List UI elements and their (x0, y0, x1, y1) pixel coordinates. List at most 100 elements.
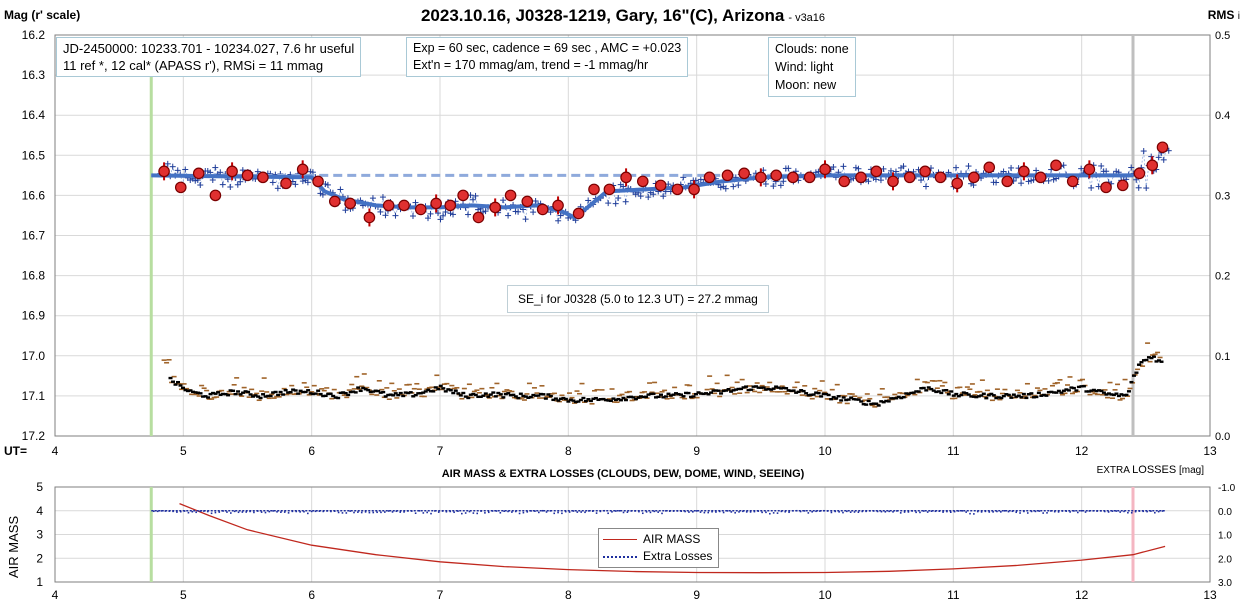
info-box-observation-line1: JD-2450000: 10233.701 - 10234.027, 7.6 h… (63, 41, 355, 56)
raw-point (392, 212, 399, 219)
right-axis-title-main: RMS (1207, 8, 1235, 22)
extra-losses-point (707, 511, 710, 514)
raw-point (472, 192, 479, 199)
raw-point (234, 181, 241, 188)
binned-point (620, 168, 632, 187)
extra-losses-point (853, 511, 856, 513)
extra-losses-point (441, 510, 444, 512)
raw-point (762, 180, 769, 187)
binned-point (703, 171, 716, 184)
x-tick-label: 7 (437, 444, 444, 458)
extra-losses-point (765, 511, 767, 514)
extra-losses-point (657, 511, 659, 513)
binned-point (457, 189, 469, 202)
extra-losses-point (518, 512, 521, 515)
extra-losses-point (345, 512, 348, 514)
extra-losses-point (1111, 510, 1114, 512)
extra-losses-point (676, 510, 679, 512)
extra-losses-point (276, 510, 278, 513)
info-box-conditions: Clouds: none Wind: light Moon: new (768, 37, 856, 97)
raw-point (877, 177, 884, 184)
extra-losses-point (299, 511, 301, 513)
binned-marker (1116, 179, 1129, 192)
extra-losses-point (206, 510, 209, 513)
extra-losses-point (703, 511, 706, 514)
raw-point (322, 181, 329, 188)
raw-point (304, 179, 311, 186)
chart-title: 2023.10.16, J0328-1219, Gary, 16"(C), Ar… (0, 6, 1246, 26)
extra-losses-point (1142, 510, 1145, 513)
extra-losses-point (430, 512, 432, 515)
extra-losses-point (307, 512, 309, 515)
x-tick-label: 13 (1203, 444, 1217, 458)
extra-losses-point (668, 510, 671, 512)
extra-losses-point (199, 510, 201, 513)
binned-point (280, 177, 292, 190)
extra-losses-point (464, 512, 467, 514)
binned-point (1156, 141, 1169, 154)
raw-point (427, 210, 434, 217)
info-box-observation: JD-2450000: 10233.701 - 10234.027, 7.6 h… (56, 37, 362, 77)
extra-losses-point (337, 511, 340, 514)
binned-point (1146, 156, 1159, 175)
extra-losses-point (353, 511, 355, 514)
extra-losses-point (233, 510, 236, 513)
extra-losses-point (869, 510, 871, 512)
raw-point (192, 177, 199, 184)
raw-point (369, 195, 376, 202)
binned-marker (968, 171, 980, 184)
extra-losses-point (568, 511, 571, 513)
extra-losses-point (1123, 510, 1125, 513)
raw-point (922, 183, 929, 190)
binned-point (521, 195, 534, 208)
extra-losses-point (834, 510, 837, 513)
extra-losses-point (295, 510, 298, 513)
extra-losses-point (830, 511, 833, 514)
se-annotation: SE_i for J0328 (5.0 to 12.3 UT) = 27.2 m… (507, 285, 769, 313)
binned-point (870, 165, 883, 178)
extra-losses-point (1134, 510, 1137, 513)
extra-losses-point (1057, 511, 1060, 513)
y2-tick-label: 0.5 (1215, 30, 1230, 42)
extra-losses-point (684, 510, 686, 513)
y2-tick-label: 0.2 (1215, 271, 1230, 283)
raw-point (219, 181, 226, 188)
raw-point (1103, 168, 1110, 175)
binned-point (887, 172, 899, 191)
extra-losses-point (688, 511, 690, 513)
extra-losses-point (761, 511, 763, 514)
extra-losses-point (949, 511, 952, 513)
binned-point (755, 168, 767, 187)
extra-losses-point (557, 511, 559, 514)
extra-losses-point (472, 512, 475, 514)
lower-right-axis-title-a: EXTRA (1096, 465, 1130, 476)
extra-losses-point (715, 511, 717, 513)
raw-point (780, 178, 787, 185)
raw-point (254, 168, 261, 175)
raw-point (522, 216, 529, 223)
extra-losses-point (641, 512, 644, 515)
extra-losses-point (391, 511, 394, 513)
airmass-curve (179, 502, 1166, 574)
binned-marker (1100, 181, 1112, 194)
raw-point (324, 181, 331, 188)
raw-point (450, 211, 457, 218)
extra-losses-point (253, 511, 255, 514)
extra-losses-point (1077, 511, 1079, 514)
binned-point (934, 171, 947, 184)
binned-marker (572, 207, 585, 220)
extra-losses-point (426, 511, 428, 514)
legend-swatch-airmass (603, 539, 637, 540)
extra-losses-point (996, 510, 998, 513)
extra-losses-point (1011, 510, 1014, 513)
binned-point (312, 175, 324, 188)
extra-losses-point (749, 511, 752, 513)
extra-losses-point (360, 511, 363, 514)
raw-point (770, 183, 777, 190)
extra-losses-point (695, 510, 698, 512)
raw-point (1045, 177, 1052, 184)
extra-losses-point (1084, 511, 1087, 513)
binned-marker (344, 197, 356, 210)
extra-losses-point (453, 511, 455, 514)
raw-point (500, 197, 507, 204)
